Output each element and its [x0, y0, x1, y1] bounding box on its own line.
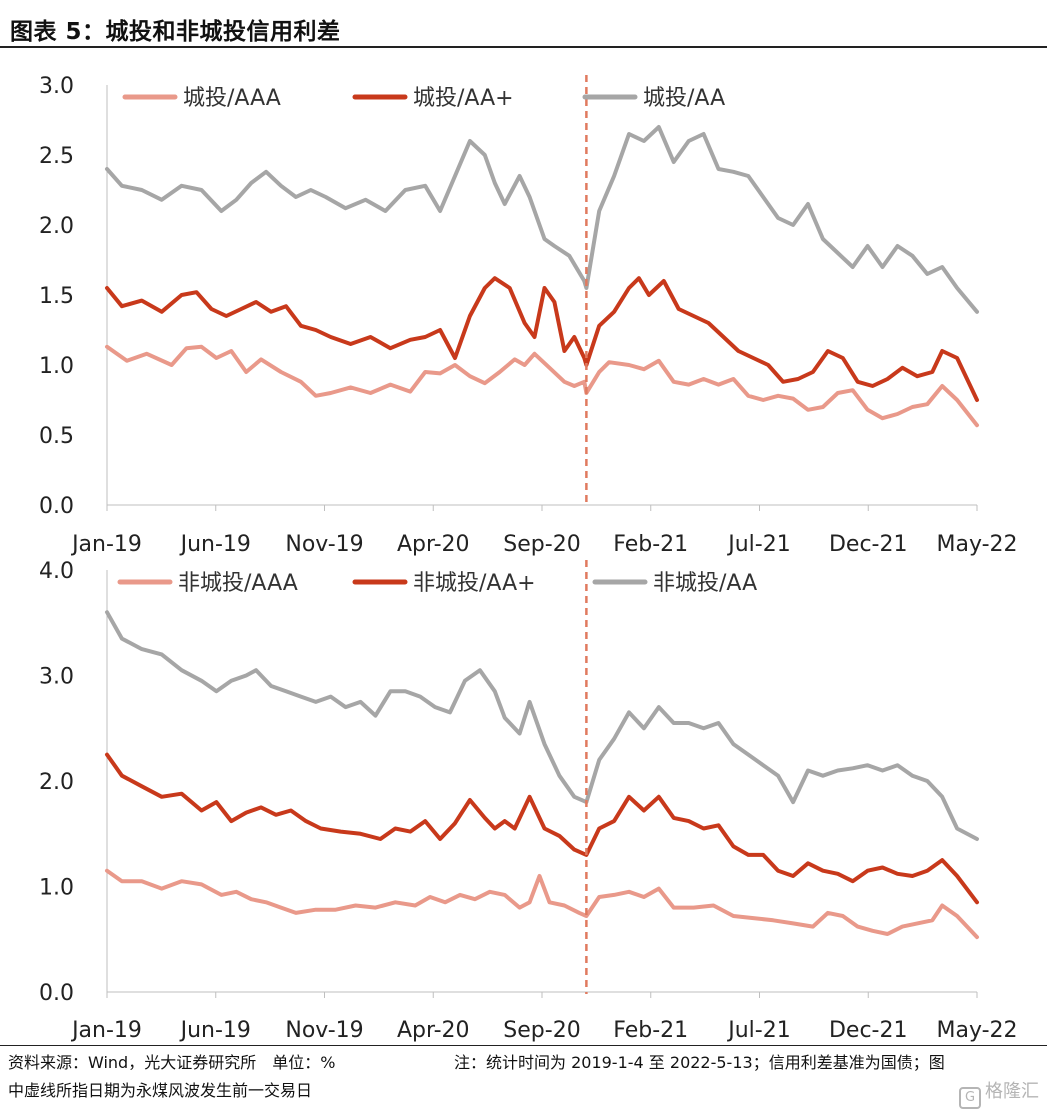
- x-tick-label: Apr-20: [397, 532, 470, 557]
- legend-label: 城投/AAA: [183, 86, 281, 111]
- source-note: 资料来源：Wind，光大证券研究所 单位：%: [8, 1053, 336, 1072]
- x-tick-label: Jul-21: [726, 532, 790, 557]
- y-tick-label: 4.0: [39, 559, 74, 584]
- series-line-2: [105, 752, 979, 905]
- x-tick-label: Jun-19: [179, 1018, 251, 1043]
- y-tick-label: 0.5: [39, 424, 74, 449]
- series-line-2: [105, 276, 979, 402]
- watermark-text: 格隆汇: [985, 1081, 1039, 1102]
- y-tick-label: 2.0: [39, 770, 74, 795]
- legend-label: 非城投/AA: [653, 571, 757, 596]
- x-tick-label: Feb-21: [613, 532, 688, 557]
- figure-title: 图表 5：城投和非城投信用利差: [10, 19, 341, 45]
- x-tick-label: Nov-19: [285, 1018, 363, 1043]
- period-note: 注：统计时间为 2019-1-4 至 2022-5-13；信用利差基准为国债；图: [454, 1053, 945, 1072]
- x-tick-label: Jan-19: [70, 1018, 142, 1043]
- x-tick-label: Jan-19: [70, 532, 142, 557]
- x-tick-label: Sep-20: [503, 1018, 580, 1043]
- y-tick-label: 1.0: [39, 354, 74, 379]
- legend-label: 城投/AA: [643, 86, 725, 111]
- x-tick-label: Feb-21: [613, 1018, 688, 1043]
- y-tick-label: 0.0: [39, 494, 74, 519]
- x-tick-label: Nov-19: [285, 532, 363, 557]
- chart-non-chengtou-spread: 0.0 1.0 2.0 3.0 4.0 Jan-19 Jun-19 Nov-19 Apr-20 S…: [39, 559, 1018, 1043]
- x-tick-label: Dec-21: [829, 1018, 908, 1043]
- x-tick-label: Dec-21: [829, 532, 908, 557]
- chart-chengtou-spread: 0.0 0.5 1.0 1.5 2.0 2.5 3.0 Jan-19 Jun-19 Nov-19 A…: [39, 74, 1018, 557]
- y-tick-label: 1.0: [39, 876, 74, 901]
- y-tick-label: 0.0: [39, 981, 74, 1006]
- footer-rule: [0, 1045, 1047, 1046]
- legend-label: 非城投/AA+: [413, 571, 536, 596]
- series-line-1: [105, 344, 979, 428]
- x-tick-label: Apr-20: [397, 1018, 470, 1043]
- series-line-1: [105, 868, 979, 940]
- footer-notes: 资料来源：Wind，光大证券研究所 单位：% 注：统计时间为 2019-1-4 至…: [8, 1049, 945, 1105]
- x-tick-label: Jul-21: [726, 1018, 790, 1043]
- series-line-3: [105, 610, 979, 841]
- title-rule: [0, 46, 1047, 48]
- x-tick-label: Jun-19: [179, 532, 251, 557]
- series-line-3: [105, 125, 979, 314]
- x-tick-label: May-22: [936, 532, 1017, 557]
- y-tick-label: 1.5: [39, 284, 74, 309]
- charts-canvas: 0.0 0.5 1.0 1.5 2.0 2.5 3.0 Jan-19 Jun-19 Nov-19 A…: [39, 74, 1018, 1043]
- y-tick-label: 2.0: [39, 214, 74, 239]
- watermark: G 格隆汇: [959, 1077, 1039, 1109]
- y-tick-label: 2.5: [39, 144, 74, 169]
- dashed-line-note: 中虚线所指日期为永煤风波发生前一交易日: [8, 1081, 313, 1100]
- y-tick-label: 3.0: [39, 74, 74, 99]
- x-tick-label: May-22: [936, 1018, 1017, 1043]
- watermark-logo-icon: G: [959, 1087, 981, 1109]
- legend-label: 城投/AA+: [413, 86, 514, 111]
- legend-label: 非城投/AAA: [178, 571, 298, 596]
- y-tick-label: 3.0: [39, 665, 74, 690]
- x-tick-label: Sep-20: [503, 532, 580, 557]
